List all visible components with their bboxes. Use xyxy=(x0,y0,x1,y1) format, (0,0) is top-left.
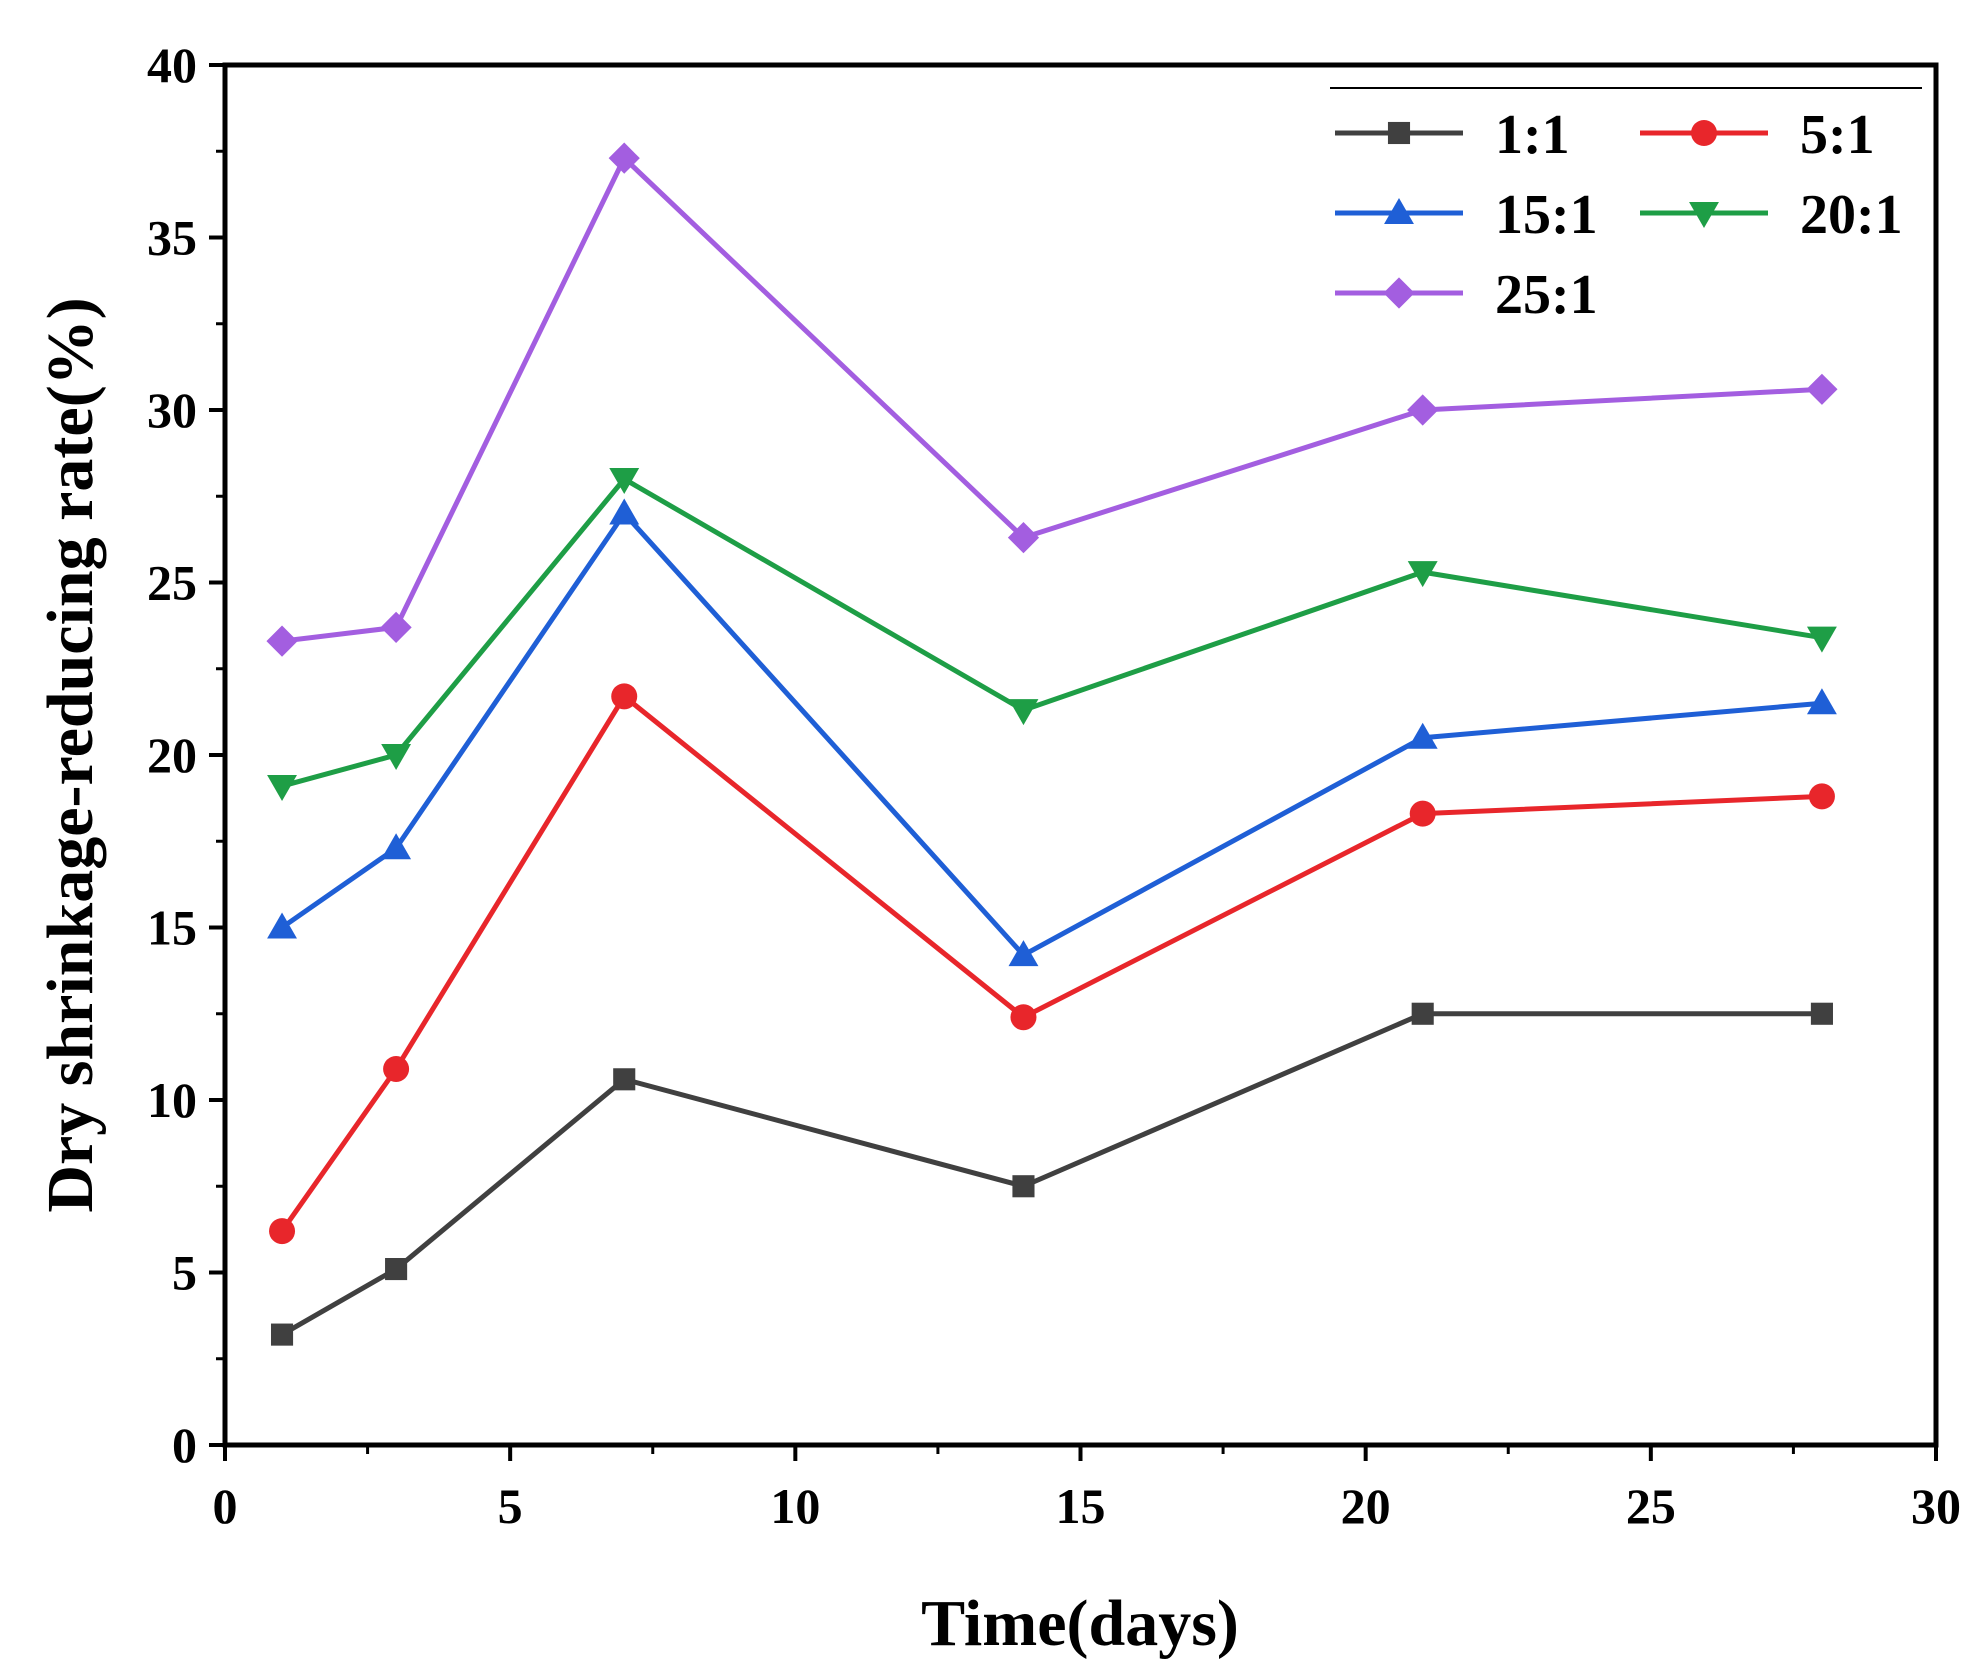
y-tick-label: 5 xyxy=(172,1245,197,1301)
data-point xyxy=(385,1258,408,1281)
data-point xyxy=(1806,626,1837,653)
data-point xyxy=(380,611,412,643)
data-point xyxy=(1407,561,1438,588)
x-tick-label: 15 xyxy=(1056,1478,1106,1534)
data-point xyxy=(269,1218,296,1245)
series-line xyxy=(280,511,1823,958)
data-point xyxy=(1810,1002,1833,1025)
data-point xyxy=(1409,800,1436,827)
data-point xyxy=(1012,1175,1035,1198)
x-tick-label: 10 xyxy=(770,1478,820,1534)
data-point xyxy=(1407,722,1438,749)
data-point xyxy=(611,683,638,710)
data-point xyxy=(1010,1004,1037,1031)
series-4 xyxy=(267,467,1837,801)
y-tick-label: 0 xyxy=(172,1417,197,1473)
series-line xyxy=(281,476,1823,789)
data-point xyxy=(609,498,640,525)
legend-marker xyxy=(1691,120,1717,146)
data-point xyxy=(1008,699,1039,726)
data-point xyxy=(381,833,412,860)
y-tick-label: 30 xyxy=(147,382,197,438)
x-tick-label: 25 xyxy=(1626,1478,1676,1534)
legend-label: 15:1 xyxy=(1495,184,1598,246)
y-tick-label: 15 xyxy=(147,900,197,956)
series-2 xyxy=(269,683,1835,1245)
x-tick-label: 0 xyxy=(213,1478,238,1534)
data-point xyxy=(266,625,298,657)
data-point xyxy=(1007,522,1040,554)
data-point xyxy=(1806,373,1838,405)
data-point xyxy=(613,1068,636,1091)
legend-item: 5:1 xyxy=(1640,104,1875,166)
data-point xyxy=(1411,1002,1434,1025)
series-layer xyxy=(266,142,1838,1346)
legend-label: 5:1 xyxy=(1800,104,1875,166)
y-tick-label: 25 xyxy=(147,555,197,611)
data-point xyxy=(267,775,297,801)
data-point xyxy=(608,142,640,174)
legend-marker xyxy=(1384,198,1414,225)
legend: 1:1 5:1 15:1 20:1 25:1 xyxy=(1330,87,1922,326)
data-point xyxy=(609,467,640,494)
x-tick-label: 20 xyxy=(1341,1478,1391,1534)
data-point xyxy=(1407,394,1439,426)
legend-label: 25:1 xyxy=(1495,264,1598,326)
y-tick-label: 40 xyxy=(147,37,197,93)
plot-frame xyxy=(222,62,1939,1448)
legend-label: 20:1 xyxy=(1800,184,1903,246)
data-point xyxy=(1806,688,1837,715)
series-3 xyxy=(267,498,1837,967)
series-line xyxy=(279,693,1823,1233)
x-tick-label: 5 xyxy=(498,1478,523,1534)
legend-label: 1:1 xyxy=(1495,104,1570,166)
series-line xyxy=(281,155,1823,644)
legend-marker xyxy=(1689,201,1719,228)
y-tick-label: 10 xyxy=(147,1072,197,1128)
legend-marker xyxy=(1383,277,1415,309)
legend-marker xyxy=(1387,121,1411,145)
data-point xyxy=(1808,783,1835,810)
series-1 xyxy=(270,1002,1833,1346)
ticks-layer: 0 5 10 15 20 25 30 0 5 10 15 20 25 30 35 40 xyxy=(147,37,1961,1534)
legend-item: 25:1 xyxy=(1335,264,1598,326)
data-point xyxy=(381,743,412,770)
data-point xyxy=(270,1323,294,1346)
y-tick-label: 35 xyxy=(147,210,197,266)
y-tick-label: 20 xyxy=(147,727,197,783)
series-line xyxy=(280,1011,1822,1337)
y-axis-label: Dry shrinkage-reducing rate(%) xyxy=(34,297,107,1212)
x-tick-label: 30 xyxy=(1911,1478,1961,1534)
legend-item: 15:1 xyxy=(1335,184,1598,246)
data-point xyxy=(267,912,297,939)
x-axis-label: Time(days) xyxy=(921,1587,1239,1660)
data-point xyxy=(383,1055,410,1082)
series-5 xyxy=(266,142,1838,657)
legend-item: 1:1 xyxy=(1335,104,1570,166)
data-point xyxy=(1008,940,1039,967)
legend-item: 20:1 xyxy=(1640,184,1903,246)
